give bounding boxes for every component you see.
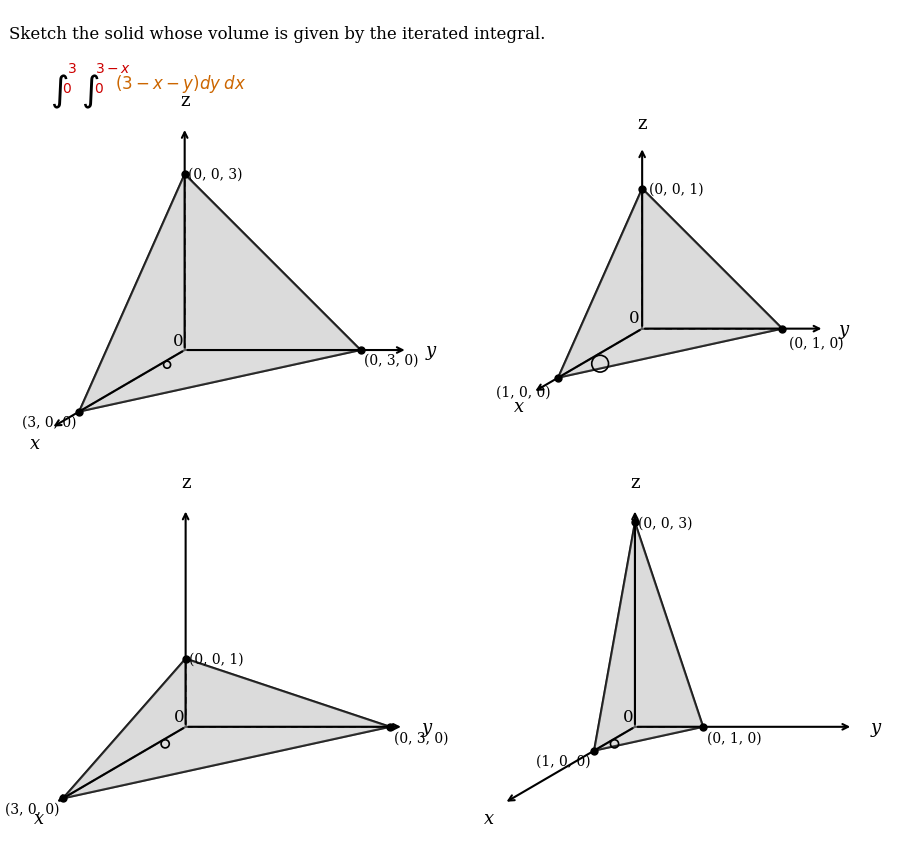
Text: $3 - x$: $3 - x$ bbox=[95, 62, 131, 76]
Text: (1, 0, 0): (1, 0, 0) bbox=[536, 754, 591, 768]
Polygon shape bbox=[79, 175, 184, 412]
Text: x: x bbox=[30, 435, 40, 453]
Text: $3$: $3$ bbox=[67, 62, 77, 76]
Text: z: z bbox=[181, 474, 191, 492]
Text: y: y bbox=[425, 342, 436, 360]
Text: (0, 1, 0): (0, 1, 0) bbox=[706, 730, 761, 745]
Polygon shape bbox=[558, 189, 782, 378]
Text: z: z bbox=[637, 115, 646, 133]
Text: (0, 0, 1): (0, 0, 1) bbox=[189, 652, 244, 666]
Text: (0, 3, 0): (0, 3, 0) bbox=[363, 354, 418, 368]
Polygon shape bbox=[63, 659, 185, 798]
Text: $\int$: $\int$ bbox=[81, 73, 99, 111]
Text: 0: 0 bbox=[623, 709, 634, 726]
Polygon shape bbox=[63, 727, 390, 798]
Polygon shape bbox=[594, 523, 635, 751]
Polygon shape bbox=[594, 523, 703, 751]
Text: (1, 0, 0): (1, 0, 0) bbox=[496, 385, 551, 400]
Text: x: x bbox=[34, 809, 44, 827]
Text: $0$: $0$ bbox=[62, 82, 72, 96]
Polygon shape bbox=[635, 523, 703, 727]
Text: (3, 0, 0): (3, 0, 0) bbox=[22, 415, 76, 429]
Polygon shape bbox=[184, 175, 360, 350]
Text: (0, 0, 3): (0, 0, 3) bbox=[188, 168, 242, 182]
Polygon shape bbox=[63, 659, 390, 798]
Text: x: x bbox=[514, 398, 525, 416]
Text: $\int$: $\int$ bbox=[50, 73, 69, 111]
Polygon shape bbox=[79, 175, 360, 412]
Text: (3, 0, 0): (3, 0, 0) bbox=[5, 802, 60, 816]
Text: $0$: $0$ bbox=[94, 82, 104, 96]
Text: z: z bbox=[180, 92, 190, 110]
Text: x: x bbox=[483, 809, 493, 827]
Text: (0, 0, 3): (0, 0, 3) bbox=[638, 516, 693, 530]
Polygon shape bbox=[558, 189, 642, 378]
Text: z: z bbox=[630, 474, 640, 492]
Polygon shape bbox=[185, 659, 390, 727]
Text: (0, 1, 0): (0, 1, 0) bbox=[790, 337, 844, 350]
Text: (0, 0, 1): (0, 0, 1) bbox=[649, 183, 703, 196]
Text: y: y bbox=[870, 718, 880, 736]
Text: 0: 0 bbox=[173, 332, 183, 350]
Text: Sketch the solid whose volume is given by the iterated integral.: Sketch the solid whose volume is given b… bbox=[9, 26, 546, 43]
Text: y: y bbox=[421, 718, 431, 736]
Text: (0, 3, 0): (0, 3, 0) bbox=[393, 730, 448, 745]
Text: $(3 - x - y)dy\;dx$: $(3 - x - y)dy\;dx$ bbox=[115, 73, 246, 96]
Text: y: y bbox=[839, 320, 849, 338]
Polygon shape bbox=[594, 727, 703, 751]
Polygon shape bbox=[79, 350, 360, 412]
Polygon shape bbox=[558, 329, 782, 378]
Text: 0: 0 bbox=[629, 309, 639, 326]
Polygon shape bbox=[642, 189, 782, 329]
Text: 0: 0 bbox=[173, 709, 184, 726]
